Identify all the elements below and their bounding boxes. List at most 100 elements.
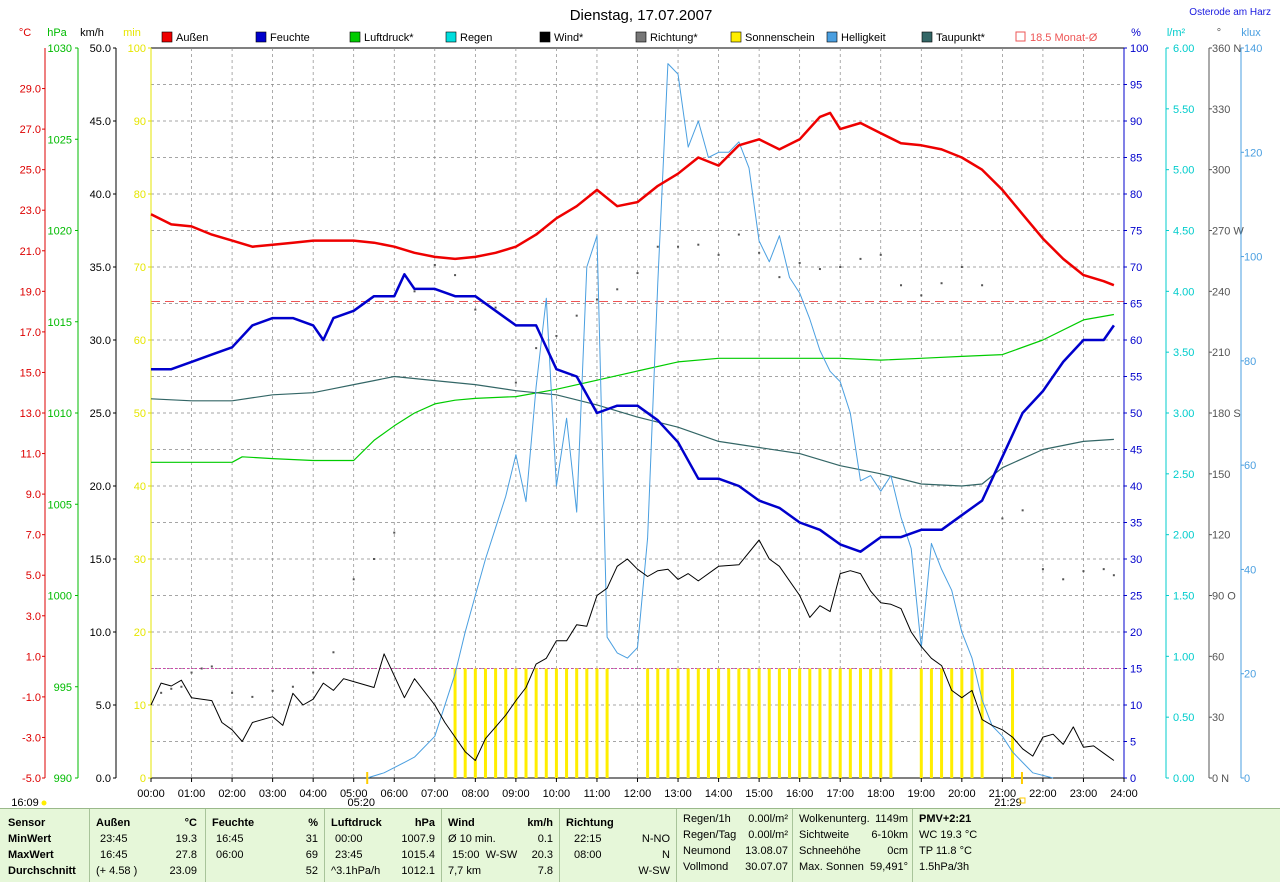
tick-label-temp: 17.0 <box>20 327 41 339</box>
sunshine-bar <box>757 668 761 778</box>
stats-wolken: 1149m <box>875 813 908 825</box>
direction-point <box>454 274 457 277</box>
x-tick-label: 19:00 <box>908 788 936 800</box>
sunshine-bars <box>453 668 1015 778</box>
x-tick-label: 13:00 <box>664 788 692 800</box>
legend-label: Luftdruck* <box>364 32 414 44</box>
direction-point <box>656 245 659 248</box>
stats-sichtweite: 6-10km <box>871 829 908 841</box>
tick-label-direction: 60 <box>1212 651 1224 663</box>
x-tick-label: 24:00 <box>1110 788 1138 800</box>
direction-point <box>251 695 254 698</box>
series-line <box>151 313 1115 463</box>
tick-label-direction: 180 S <box>1212 408 1241 420</box>
sunshine-bar <box>777 668 781 778</box>
legend-label: Taupunkt* <box>936 32 986 44</box>
tick-label-humidity: 30 <box>1130 554 1142 566</box>
direction-point <box>190 671 193 674</box>
tick-label-temp: 5.0 <box>26 570 41 582</box>
sunshine-bar <box>494 668 498 778</box>
axis-unit-temp: °C <box>19 27 31 39</box>
tick-label-humidity: 15 <box>1130 664 1142 676</box>
direction-point <box>1112 574 1115 577</box>
series-line <box>150 539 1115 761</box>
tick-label-direction: 360 N <box>1212 43 1241 55</box>
tick-label-temp: 3.0 <box>26 611 41 623</box>
stats-wolken-label: Wolkenunterg. <box>799 813 870 825</box>
tick-label-rain: 1.50 <box>1173 591 1194 603</box>
tick-label-humidity: 10 <box>1130 700 1142 712</box>
stats-neumond-label: Neumond <box>683 845 731 857</box>
stats-wind-box: Wind km/h Ø 10 min. 0.1 15:00 W-SW 20.3 7,7… <box>442 809 560 882</box>
stats-regen-tag-label: Regen/Tag <box>683 829 737 841</box>
stats-aussen-delta: (+ 4.58 ) <box>96 865 138 877</box>
direction-point <box>514 381 517 384</box>
direction-point <box>839 266 842 268</box>
sunshine-bar <box>473 668 477 778</box>
axis-unit-wind: km/h <box>80 27 104 39</box>
stats-luftdruck-trend: ^3.1hPa/h <box>331 865 381 877</box>
x-tick-label: 08:00 <box>462 788 490 800</box>
stats-aussen-max: 27.8 <box>175 849 197 861</box>
sun-icon <box>41 800 47 806</box>
stats-feuchte-min: 31 <box>305 833 318 845</box>
sunshine-bar <box>706 668 710 778</box>
stats-row-avg: Durchschnitt <box>8 865 76 877</box>
tick-label-sunshine: 20 <box>134 627 146 639</box>
legend-label: Helligkeit <box>841 32 886 44</box>
tick-label-pressure: 995 <box>54 682 72 694</box>
direction-point <box>393 531 396 534</box>
tick-label-temp: 13.0 <box>20 408 41 420</box>
tick-label-humidity: 65 <box>1130 299 1142 311</box>
legend-label: Feuchte <box>270 32 310 44</box>
tick-label-brightness: 20 <box>1244 669 1256 681</box>
sunshine-bar <box>828 668 832 778</box>
x-tick-label: 23:00 <box>1070 788 1098 800</box>
stats-aussen-unit: °C <box>184 817 197 829</box>
tick-label-brightness: 140 <box>1244 43 1262 55</box>
legend-swatch <box>349 31 361 43</box>
direction-point <box>332 651 335 654</box>
tick-label-wind: 20.0 <box>90 481 111 493</box>
stats-feuchte-unit: % <box>308 817 318 829</box>
direction-point <box>758 251 761 254</box>
tick-label-rain: 1.00 <box>1173 651 1194 663</box>
stats-sensor-header: Sensor <box>8 817 46 829</box>
stats-vollmond: 30.07.07 <box>745 861 788 873</box>
x-tick-label: 14:00 <box>705 788 733 800</box>
x-tick-label: 00:00 <box>137 788 165 800</box>
stats-pmv-box: PMV+2:21 WC 19.3 °C TP 11.8 °C 1.5hPa/3h <box>913 809 1280 882</box>
tick-label-brightness: 40 <box>1244 564 1256 576</box>
axis-unit-rain: l/m² <box>1167 27 1186 39</box>
stats-schnee: 0cm <box>887 845 908 857</box>
direction-point <box>879 253 882 256</box>
sunshine-bar <box>980 668 984 778</box>
sunshine-bar <box>929 668 933 778</box>
x-tick-label: 20:00 <box>948 788 976 800</box>
x-tick-label: 21:00 <box>989 788 1017 800</box>
sunshine-bar <box>869 668 873 778</box>
tick-label-pressure: 1030 <box>48 43 72 55</box>
tick-label-rain: 5.00 <box>1173 165 1194 177</box>
tick-label-pressure: 1015 <box>48 317 72 329</box>
stats-regen-1h: 0.00l/m² <box>748 813 788 825</box>
x-tick-label: 17:00 <box>826 788 854 800</box>
legend-swatch <box>161 31 173 43</box>
stats-luftdruck-max: 1015.4 <box>401 849 435 861</box>
legend-label: Außen <box>176 32 208 44</box>
direction-point <box>616 288 619 291</box>
tick-label-rain: 2.00 <box>1173 530 1194 542</box>
stats-luftdruck-unit: hPa <box>414 817 435 829</box>
tick-label-pressure: 1025 <box>48 134 72 146</box>
sunshine-bar <box>919 668 923 778</box>
tick-label-direction: 150 <box>1212 469 1230 481</box>
sunshine-bar <box>544 668 548 778</box>
direction-point <box>271 689 274 692</box>
stats-wind-max: 20.3 <box>531 849 553 861</box>
x-tick-label: 09:00 <box>502 788 530 800</box>
tick-label-temp: 23.0 <box>20 205 41 217</box>
tick-label-humidity: 70 <box>1130 262 1142 274</box>
sunshine-bar <box>848 668 852 778</box>
stats-regen-1h-label: Regen/1h <box>683 813 731 825</box>
sunrise-label: 05:20 <box>347 797 375 808</box>
